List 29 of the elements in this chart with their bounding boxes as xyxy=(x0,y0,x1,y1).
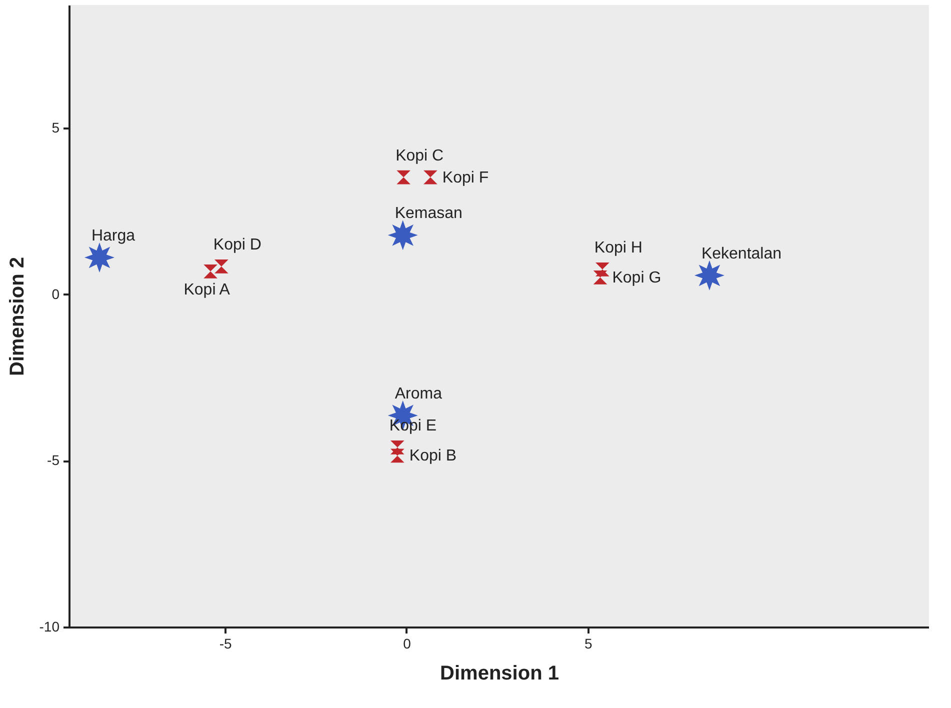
x-tick-label: -5 xyxy=(219,636,232,652)
y-tick-label: 0 xyxy=(52,286,60,302)
annotation: Harga xyxy=(91,227,136,244)
y-axis-title: Dimension 2 xyxy=(6,257,28,376)
y-tick-label: 5 xyxy=(52,120,60,136)
y-tick-label: -10 xyxy=(39,618,60,634)
annotation: Kemasan xyxy=(394,205,462,222)
annotation: Kopi C xyxy=(396,147,444,164)
annotation: Kopi D xyxy=(213,236,262,254)
point xyxy=(388,220,418,250)
x-tick-label: 0 xyxy=(403,636,412,652)
annotation: Kekentalan xyxy=(701,245,782,262)
annotation: Aroma xyxy=(394,385,442,402)
annotation: Kopi H xyxy=(594,239,642,256)
point xyxy=(694,260,724,290)
x-axis-title: Dimension 1 xyxy=(440,662,559,684)
point xyxy=(595,262,610,276)
point xyxy=(84,242,114,272)
annotation: Kopi A xyxy=(184,281,230,298)
point xyxy=(390,440,404,454)
point xyxy=(396,170,410,184)
x-tick-label: 5 xyxy=(584,636,593,652)
annotation: Kopi B xyxy=(409,448,457,465)
annotation: Kopi F xyxy=(442,169,489,186)
point xyxy=(214,260,228,274)
point xyxy=(204,264,218,278)
annotation: Kopi G xyxy=(612,269,662,286)
point xyxy=(423,170,438,184)
y-tick-label: -5 xyxy=(47,452,60,468)
